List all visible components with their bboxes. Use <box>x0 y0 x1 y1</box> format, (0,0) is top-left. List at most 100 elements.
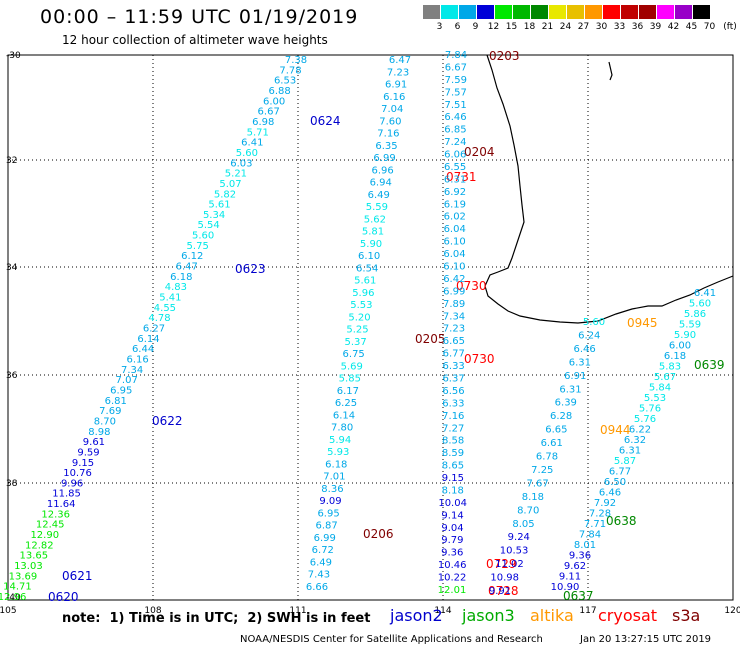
swh-value: 6.65 <box>443 336 465 347</box>
legend-label: 3 <box>436 22 443 32</box>
legend-label: 70 <box>703 22 716 32</box>
swh-value: 7.28 <box>589 509 611 520</box>
swh-value: 5.93 <box>327 447 349 458</box>
swh-value: 11.85 <box>52 489 81 500</box>
swh-value: 5.96 <box>352 288 374 299</box>
swh-value: 6.25 <box>335 398 357 409</box>
swh-value: 9.09 <box>319 496 341 507</box>
chart-title: 00:00 – 11:59 UTC 01/19/2019 <box>40 6 359 28</box>
swh-value: 7.60 <box>379 116 401 127</box>
swh-value: 9.15 <box>72 458 94 469</box>
swh-value: 7.34 <box>443 311 465 322</box>
swh-value: 6.18 <box>325 459 347 470</box>
swh-value: 8.70 <box>517 505 539 516</box>
swh-value: 7.43 <box>308 570 330 581</box>
swh-value: 7.57 <box>445 87 467 98</box>
legend-label: 21 <box>541 22 554 32</box>
swh-value: 5.61 <box>208 200 230 211</box>
legend-swatch <box>477 5 495 19</box>
legend-swatch <box>567 5 585 19</box>
swh-value: 6.06 <box>444 150 466 161</box>
swh-value: 6.16 <box>383 92 405 103</box>
swh-value: 9.96 <box>61 478 83 489</box>
swh-value: 6.46 <box>573 344 595 355</box>
swh-value: 13.69 <box>9 571 38 582</box>
swh-value: 9.24 <box>508 532 530 543</box>
swh-value: 6.77 <box>609 467 631 478</box>
legend-label: 6 <box>454 22 461 32</box>
swh-value: 7.07 <box>116 375 138 386</box>
swh-value: 6.10 <box>443 262 465 273</box>
swh-value: 6.31 <box>619 446 641 457</box>
swh-value: 5.25 <box>346 325 368 336</box>
swh-value: 6.10 <box>358 251 380 262</box>
swh-value: 5.84 <box>649 383 671 394</box>
swh-value: 6.65 <box>545 425 567 436</box>
lon-label: 105 <box>0 606 17 616</box>
swh-value: 6.42 <box>443 274 465 285</box>
swh-value: 5.60 <box>236 148 258 159</box>
swh-value: 6.03 <box>230 158 252 169</box>
swh-value: 7.69 <box>99 406 121 417</box>
swh-value: 6.95 <box>110 385 132 396</box>
swh-value: 10.22 <box>438 573 467 584</box>
swh-value: 9.61 <box>83 437 105 448</box>
swh-value: 5.76 <box>634 414 656 425</box>
swh-value: 7.84 <box>445 50 467 61</box>
legend-swatch <box>459 5 477 19</box>
swh-value: 6.31 <box>569 357 591 368</box>
swh-value: 10.53 <box>500 546 529 557</box>
coastline-australia <box>484 54 734 324</box>
pass-time-label: 0622 <box>152 414 183 428</box>
swh-value: 6.31 <box>444 174 466 185</box>
swh-value: 7.59 <box>445 75 467 86</box>
swh-value: 6.37 <box>442 373 464 384</box>
pass-time-label: 0637 <box>563 589 594 603</box>
swh-value: 5.81 <box>362 227 384 238</box>
swh-value: 6.00 <box>263 96 285 107</box>
swh-value: 7.67 <box>526 478 548 489</box>
swh-value: 6.28 <box>550 411 572 422</box>
swh-value: 8.58 <box>442 436 464 447</box>
swh-value: 6.95 <box>317 508 339 519</box>
swh-value: 6.46 <box>599 488 621 499</box>
swh-value: 6.33 <box>443 361 465 372</box>
mission-altika: altika <box>530 606 574 625</box>
pass-time-label: 0621 <box>62 569 93 583</box>
swh-value: 6.24 <box>578 330 600 341</box>
legend-swatch <box>603 5 621 19</box>
swh-value: 6.47 <box>389 55 411 66</box>
swh-value: 6.61 <box>541 438 563 449</box>
legend-swatch <box>621 5 639 19</box>
swh-value: 4.78 <box>148 313 170 324</box>
swh-value: 5.21 <box>225 169 247 180</box>
legend-swatch <box>585 5 603 19</box>
legend-label: 36 <box>631 22 644 32</box>
pass-time-label: 0639 <box>694 358 725 372</box>
lat-label: 38 <box>6 479 18 489</box>
lat-label: -40 <box>6 593 21 603</box>
swh-value: 5.59 <box>366 202 388 213</box>
swh-value: 9.59 <box>77 447 99 458</box>
swh-value: 7.23 <box>443 324 465 335</box>
swh-value: 6.98 <box>252 117 274 128</box>
swh-value: 7.27 <box>442 423 464 434</box>
swh-value: 13.65 <box>20 551 49 562</box>
swh-value: 10.90 <box>551 582 580 593</box>
pass-time-label: 0204 <box>464 145 495 159</box>
swh-value: 12.01 <box>438 585 467 596</box>
swh-value: 6.54 <box>356 263 378 274</box>
swh-value: 12.90 <box>30 530 59 541</box>
swh-value: 7.34 <box>121 365 143 376</box>
swh-value: 5.85 <box>339 374 361 385</box>
swh-value: 6.75 <box>343 349 365 360</box>
swh-value: 6.91 <box>564 371 586 382</box>
swh-value: 6.66 <box>306 582 328 593</box>
swh-value: 9.62 <box>564 561 586 572</box>
swh-value: 7.01 <box>323 472 345 483</box>
lat-label: -30 <box>6 51 21 61</box>
swh-value: 11.64 <box>47 499 76 510</box>
swh-value: 6.41 <box>241 138 263 149</box>
swh-value: 5.60 <box>192 231 214 242</box>
